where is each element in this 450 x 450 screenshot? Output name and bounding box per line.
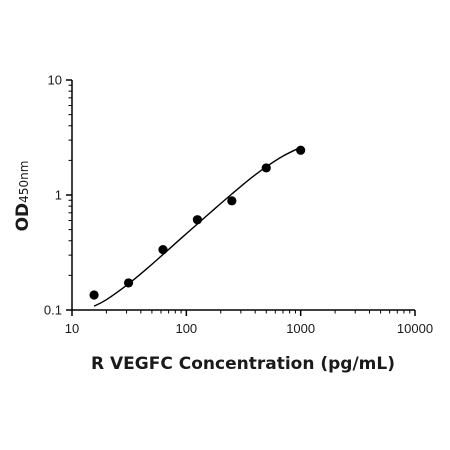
data-point: [123, 278, 134, 288]
data-point: [261, 163, 271, 173]
y-tick-label: 1: [55, 188, 62, 203]
y-axis: [66, 79, 73, 311]
y-axis-title-main: OD: [13, 203, 33, 232]
data-point: [158, 245, 168, 255]
x-tick-label: 100: [175, 321, 197, 336]
data-point: [89, 290, 99, 300]
data-point: [227, 196, 237, 206]
y-tick-label: 0.1: [44, 303, 62, 318]
x-tick-label: 10000: [397, 321, 433, 336]
data-points: [89, 145, 306, 300]
x-tick-labels: 10 100 1000 10000: [65, 321, 433, 336]
y-tick-label: 10: [48, 73, 62, 88]
y-axis-title-subscript: 450nm: [17, 161, 31, 203]
data-point: [192, 215, 203, 225]
y-tick-labels: 0.1 1 10: [44, 73, 62, 318]
x-tick-label: 1000: [286, 321, 315, 336]
x-tick-label: 10: [65, 321, 79, 336]
x-axis: [71, 309, 416, 316]
data-point: [296, 145, 306, 155]
y-axis-title: OD450nm: [13, 161, 33, 232]
x-axis-title: R VEGFC Concentration (pg/mL): [91, 354, 395, 374]
